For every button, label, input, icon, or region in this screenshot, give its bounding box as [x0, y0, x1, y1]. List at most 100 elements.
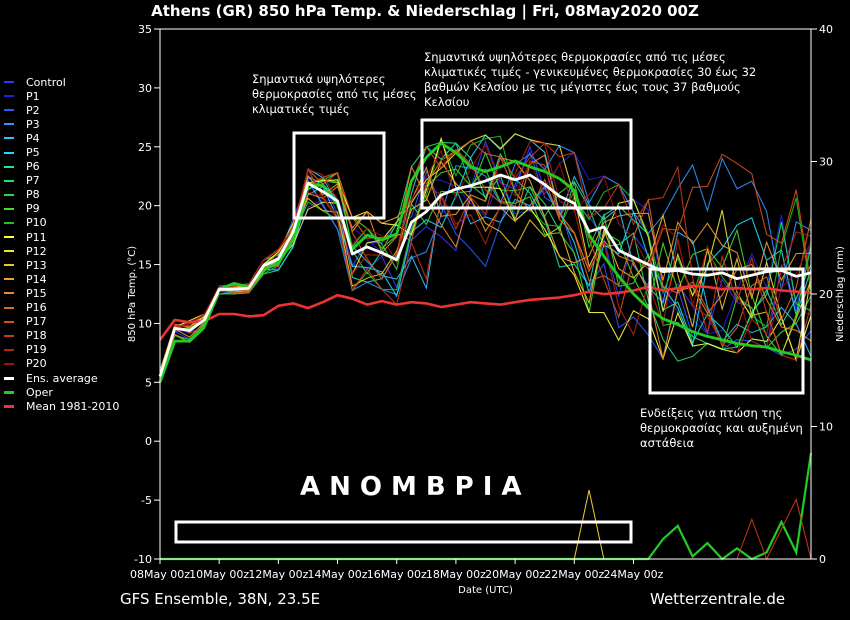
legend-swatch — [4, 278, 14, 281]
legend-label: P12 — [26, 244, 47, 258]
legend-item: P5 — [4, 145, 119, 159]
legend-label: P9 — [26, 202, 40, 216]
footer-brand: Wetterzentrale.de — [650, 590, 786, 608]
member-line-p7 — [159, 141, 812, 381]
note-1-line: θερμοκρασίες από τις μέσες — [252, 87, 417, 101]
note-2-line: βαθμών Κελσίου με τις μέγιστες έως τους … — [424, 80, 741, 94]
y-axis-label: 850 hPa Temp. (°C) — [127, 246, 138, 342]
x-tick-label: 18May 00z — [426, 568, 486, 581]
member-line-p11 — [159, 136, 812, 380]
y-tick-label: 0 — [145, 435, 152, 448]
legend-label: P11 — [26, 230, 47, 244]
legend-swatch — [4, 179, 14, 182]
oper-line — [158, 141, 812, 383]
legend: Control P1 P2 P3 P4 P5 P6 P7 P8 P9 P10 P11 P12 P13 P14… — [4, 75, 119, 413]
x-axis-label: Date (UTC) — [458, 585, 513, 596]
y-tick-label: 10 — [138, 317, 152, 330]
y2-tick-label: 10 — [819, 421, 833, 434]
y-tick-label: 30 — [138, 82, 152, 95]
legend-label: P8 — [26, 188, 40, 202]
y-tick-label: 25 — [138, 141, 152, 154]
legend-label: P3 — [26, 117, 40, 131]
legend-item: P4 — [4, 131, 119, 145]
legend-item: P1 — [4, 89, 119, 103]
legend-label: P20 — [26, 357, 47, 371]
legend-label: P7 — [26, 174, 40, 188]
legend-item: Oper — [4, 385, 119, 399]
y-tick-label: 5 — [145, 376, 152, 389]
legend-item: P8 — [4, 188, 119, 202]
member-line-p2 — [159, 150, 812, 377]
legend-item: Control — [4, 75, 119, 89]
legend-label: P4 — [26, 131, 40, 145]
x-tick-label: 08May 00z — [130, 568, 190, 581]
legend-swatch — [4, 292, 14, 295]
legend-swatch — [4, 151, 14, 154]
legend-swatch — [4, 264, 14, 267]
legend-label: Ens. average — [26, 371, 98, 385]
legend-swatch — [4, 95, 14, 98]
legend-item: P2 — [4, 103, 119, 117]
y-tick-label: 35 — [138, 23, 152, 36]
member-line-p6 — [159, 142, 812, 373]
y2-tick-label: 20 — [819, 288, 833, 301]
legend-label: P13 — [26, 258, 47, 272]
legend-item: P11 — [4, 230, 119, 244]
legend-swatch — [4, 390, 14, 394]
legend-label: P10 — [26, 216, 47, 230]
note-1: Σημαντικά υψηλότερες θερμοκρασίες από τι… — [252, 72, 417, 117]
main-lines — [158, 141, 812, 383]
note-3-line: αστάθεια — [640, 436, 695, 450]
legend-label: Mean 1981-2010 — [26, 399, 120, 413]
note-1-line: κλιματικές τιμές — [252, 102, 350, 116]
legend-swatch — [4, 193, 14, 196]
chart-title: Athens (GR) 850 hPa Temp. & Niederschlag… — [151, 2, 699, 20]
legend-swatch — [4, 207, 14, 210]
y-tick-label: -10 — [134, 553, 152, 566]
footer-source: GFS Ensemble, 38N, 23.5E — [120, 590, 321, 608]
note-3-line: θερμοκρασίας και αυξημένη — [640, 421, 803, 435]
x-tick-label: 10May 00z — [189, 568, 249, 581]
legend-swatch — [4, 376, 14, 380]
y2-axis-label: Niederschlag (mm) — [835, 246, 846, 342]
member-line-p20 — [159, 143, 812, 378]
legend-label: P16 — [26, 301, 47, 315]
note-2-line: κλιματικές τιμές - γενικευμένες θερμοκρα… — [424, 65, 757, 79]
legend-label: P2 — [26, 103, 40, 117]
y-tick-label: -5 — [141, 494, 152, 507]
legend-item: P18 — [4, 329, 119, 343]
legend-item: P3 — [4, 117, 119, 131]
note-3: Ενδείξεις για πτώση της θερμοκρασίας και… — [640, 406, 803, 451]
y-tick-label: 20 — [138, 200, 152, 213]
legend-label: P5 — [26, 146, 40, 160]
legend-item: P19 — [4, 343, 119, 357]
legend-swatch — [4, 250, 14, 253]
legend-label: P14 — [26, 272, 47, 286]
legend-label: P6 — [26, 160, 40, 174]
y2-tick-label: 0 — [819, 553, 826, 566]
box-heat-peak — [420, 118, 633, 210]
legend-swatch — [4, 109, 14, 112]
ens-average-line — [158, 173, 812, 377]
legend-swatch — [4, 320, 14, 323]
x-tick-label: 12May 00z — [248, 568, 308, 581]
y2-tick-label: 30 — [819, 156, 833, 169]
x-tick-label: 24May 00z — [603, 568, 663, 581]
drought-label: ΑΝΟΜΒΡΙΑ — [300, 472, 531, 502]
legend-item: P15 — [4, 286, 119, 300]
note-3-line: Ενδείξεις για πτώση της — [640, 406, 783, 420]
legend-swatch — [4, 221, 14, 224]
note-1-line: Σημαντικά υψηλότερες — [252, 72, 386, 86]
legend-item: P13 — [4, 258, 119, 272]
member-precip-line — [573, 489, 605, 560]
legend-item: P14 — [4, 272, 119, 286]
legend-label: Control — [26, 75, 66, 89]
box-warm-period — [292, 131, 386, 220]
legend-label: P15 — [26, 286, 47, 300]
climate-mean-line — [158, 284, 812, 341]
axes: -10 -5 0 5 10 15 20 25 30 35 0 10 20 30 40 08May 00z 10M… — [127, 23, 846, 596]
legend-item: P10 — [4, 216, 119, 230]
legend-swatch — [4, 123, 14, 126]
box-cooling — [648, 267, 805, 395]
